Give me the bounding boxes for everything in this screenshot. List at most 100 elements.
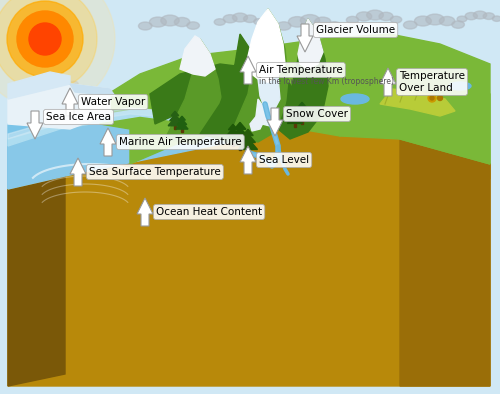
- Ellipse shape: [426, 14, 444, 25]
- Ellipse shape: [214, 19, 226, 25]
- Ellipse shape: [108, 102, 116, 106]
- Ellipse shape: [404, 21, 417, 29]
- Polygon shape: [230, 9, 288, 142]
- Ellipse shape: [346, 17, 358, 24]
- Polygon shape: [168, 118, 182, 126]
- Circle shape: [17, 11, 73, 67]
- Ellipse shape: [174, 17, 190, 27]
- Polygon shape: [8, 104, 490, 386]
- Ellipse shape: [356, 12, 372, 21]
- Polygon shape: [245, 9, 285, 84]
- Polygon shape: [8, 109, 260, 189]
- Ellipse shape: [492, 16, 500, 21]
- Polygon shape: [171, 111, 179, 116]
- Circle shape: [7, 1, 83, 77]
- Ellipse shape: [341, 94, 369, 104]
- Polygon shape: [258, 76, 280, 114]
- Ellipse shape: [474, 11, 486, 19]
- Polygon shape: [224, 132, 242, 142]
- Polygon shape: [178, 116, 186, 120]
- Polygon shape: [380, 68, 396, 96]
- Polygon shape: [238, 138, 258, 149]
- Polygon shape: [8, 104, 490, 189]
- Ellipse shape: [40, 78, 51, 85]
- Circle shape: [29, 23, 61, 55]
- Text: Air Temperature: Air Temperature: [259, 65, 343, 75]
- Polygon shape: [8, 72, 70, 99]
- Polygon shape: [243, 129, 253, 136]
- Ellipse shape: [483, 13, 494, 19]
- Polygon shape: [228, 124, 237, 130]
- Bar: [174, 125, 176, 129]
- Polygon shape: [100, 34, 490, 164]
- Ellipse shape: [90, 98, 101, 104]
- Bar: [247, 149, 249, 154]
- Polygon shape: [27, 111, 43, 139]
- Ellipse shape: [277, 22, 291, 30]
- Circle shape: [0, 0, 97, 91]
- Polygon shape: [150, 64, 300, 124]
- Polygon shape: [176, 122, 188, 129]
- Text: Ocean Heat Content: Ocean Heat Content: [156, 207, 262, 217]
- Polygon shape: [8, 108, 230, 139]
- Ellipse shape: [452, 21, 464, 28]
- Ellipse shape: [457, 16, 467, 22]
- Text: Water Vapor: Water Vapor: [81, 97, 145, 107]
- Ellipse shape: [379, 12, 393, 20]
- Ellipse shape: [150, 17, 166, 27]
- Ellipse shape: [138, 22, 152, 30]
- Polygon shape: [291, 107, 299, 112]
- Polygon shape: [8, 159, 65, 386]
- Ellipse shape: [70, 81, 78, 86]
- Polygon shape: [298, 102, 306, 108]
- Polygon shape: [294, 110, 310, 120]
- Polygon shape: [296, 106, 308, 114]
- Polygon shape: [180, 36, 215, 76]
- Circle shape: [0, 0, 115, 109]
- Text: Snow Cover: Snow Cover: [286, 109, 348, 119]
- Bar: [238, 144, 242, 150]
- Ellipse shape: [232, 13, 248, 22]
- Polygon shape: [62, 88, 78, 116]
- Polygon shape: [178, 119, 186, 125]
- Text: Sea Ice Area: Sea Ice Area: [46, 112, 111, 122]
- Polygon shape: [240, 134, 256, 143]
- Polygon shape: [232, 127, 248, 137]
- Ellipse shape: [244, 15, 256, 22]
- Ellipse shape: [81, 99, 91, 105]
- Polygon shape: [289, 111, 301, 118]
- Polygon shape: [70, 84, 115, 96]
- Ellipse shape: [414, 16, 432, 26]
- Ellipse shape: [48, 76, 62, 84]
- Ellipse shape: [300, 15, 320, 26]
- Ellipse shape: [288, 17, 306, 27]
- Text: Temperature
Over Land: Temperature Over Land: [399, 71, 465, 93]
- Ellipse shape: [390, 16, 402, 23]
- Ellipse shape: [223, 15, 237, 23]
- Polygon shape: [8, 94, 260, 189]
- Ellipse shape: [314, 17, 331, 27]
- Ellipse shape: [60, 78, 70, 84]
- Polygon shape: [70, 158, 86, 186]
- Circle shape: [438, 95, 442, 100]
- Polygon shape: [400, 139, 490, 386]
- Polygon shape: [298, 19, 323, 69]
- Ellipse shape: [366, 10, 384, 20]
- Ellipse shape: [161, 15, 179, 26]
- Ellipse shape: [254, 19, 264, 25]
- Polygon shape: [8, 109, 260, 146]
- Polygon shape: [240, 56, 256, 84]
- Ellipse shape: [465, 13, 477, 20]
- Polygon shape: [226, 128, 239, 136]
- Polygon shape: [230, 132, 250, 145]
- Polygon shape: [100, 128, 116, 156]
- Polygon shape: [8, 84, 110, 129]
- Polygon shape: [137, 198, 153, 226]
- Polygon shape: [267, 108, 283, 136]
- Ellipse shape: [449, 82, 471, 90]
- Text: in the lowest few Km (troposphere): in the lowest few Km (troposphere): [259, 76, 394, 85]
- Text: Glacier Volume: Glacier Volume: [316, 25, 395, 35]
- Polygon shape: [234, 123, 246, 129]
- Polygon shape: [297, 24, 313, 52]
- Ellipse shape: [187, 22, 200, 29]
